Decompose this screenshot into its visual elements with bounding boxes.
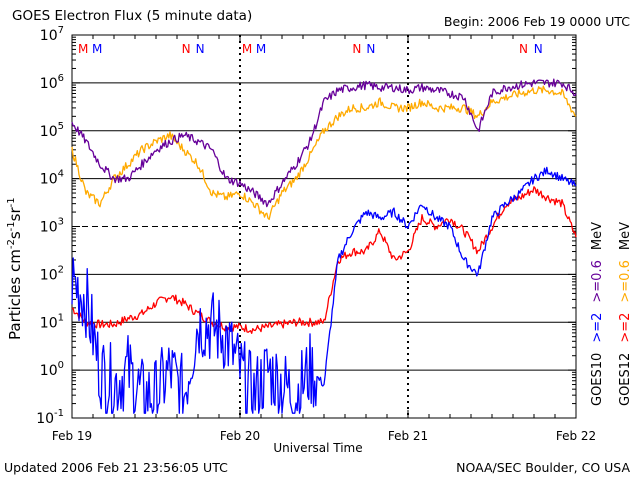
- legend-goes12-high: >=2: [618, 312, 633, 343]
- y-tick-label: 107: [40, 25, 64, 44]
- series-line-goes10-06mev: [71, 78, 577, 208]
- marker-M: M: [92, 42, 102, 56]
- marker-N: N: [182, 42, 191, 56]
- marker-N: N: [196, 42, 205, 56]
- series-group: [71, 78, 577, 414]
- legend-mev-10: MeV: [590, 222, 605, 251]
- credit: NOAA/SEC Boulder, CO USA: [456, 460, 630, 475]
- noon-midnight-markers: M M M MN N N N N N: [78, 42, 543, 56]
- y-tick-label: 101: [40, 312, 64, 331]
- updated-time: Updated 2006 Feb 21 23:56:05 UTC: [4, 460, 228, 475]
- x-tick-label: Feb 19: [52, 429, 92, 443]
- legend-goes10-low: >=0.6: [590, 260, 605, 303]
- legend-goes12-label: GOES12: [618, 352, 633, 406]
- y-tick-label: 106: [40, 73, 64, 92]
- y-tick-label: 105: [40, 121, 64, 140]
- series-line-goes12-2mev: [71, 186, 577, 334]
- x-tick-label: Feb 20: [220, 429, 260, 443]
- y-tick-label: 10-1: [36, 408, 64, 427]
- marker-N: N: [519, 42, 528, 56]
- axis-ticks: 10-1 100 101 102 103 104 105 106 107 Feb 19 Feb 20…: [36, 25, 596, 443]
- legend-goes10-label: GOES10: [590, 352, 605, 406]
- series-line-goes10-2mev: [71, 166, 577, 414]
- legend-goes10-high: >=2: [590, 312, 605, 343]
- y-tick-label: 100: [40, 360, 64, 379]
- x-axis-label: Universal Time: [273, 441, 363, 455]
- begin-time: Begin: 2006 Feb 19 0000 UTC: [443, 14, 630, 29]
- series-line-goes12-06mev: [71, 85, 577, 221]
- marker-M: M: [78, 42, 88, 56]
- marker-N: N: [366, 42, 375, 56]
- y-tick-label: 102: [40, 264, 64, 283]
- chart-title: GOES Electron Flux (5 minute data): [12, 8, 253, 24]
- marker-M: M: [256, 42, 266, 56]
- y-tick-label: 104: [40, 169, 64, 188]
- legend-goes12: GOES12 >=2 >=0.6 MeV: [618, 212, 633, 406]
- x-tick-label: Feb 22: [556, 429, 596, 443]
- x-tick-label: Feb 21: [388, 429, 428, 443]
- legend-mev-12: MeV: [618, 222, 633, 251]
- marker-N: N: [352, 42, 361, 56]
- marker-M: M: [242, 42, 252, 56]
- y-tick-label: 103: [40, 217, 64, 236]
- legend-goes12-low: >=0.6: [618, 260, 633, 303]
- marker-N: N: [534, 42, 543, 56]
- legend-goes10: GOES10 >=2 >=0.6 MeV: [590, 212, 605, 406]
